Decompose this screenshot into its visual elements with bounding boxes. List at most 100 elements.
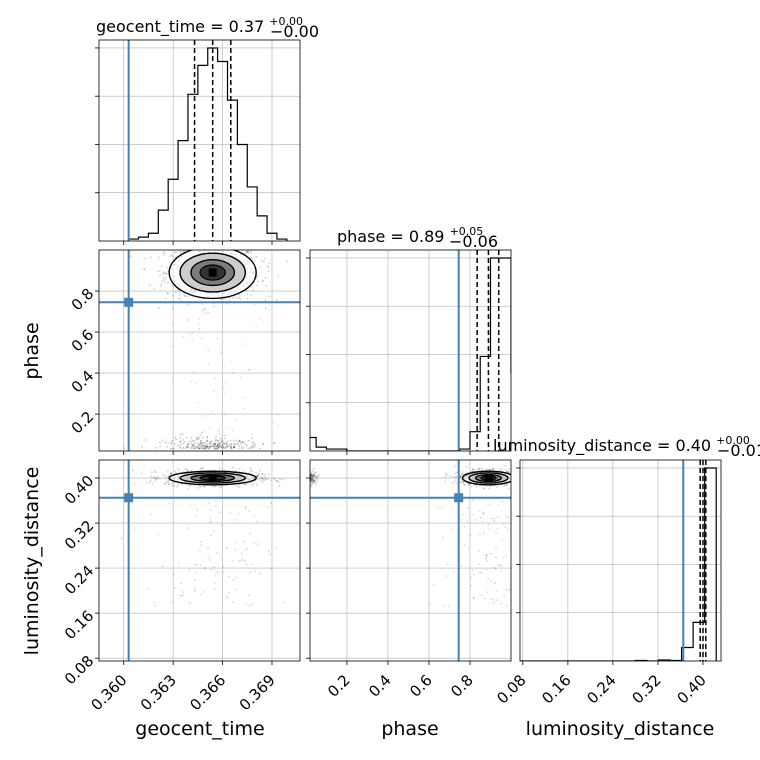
sample-point-tail	[222, 565, 225, 568]
sample-point-mode2	[312, 470, 314, 473]
sample-point-mode2	[217, 446, 220, 449]
sample-point	[227, 239, 229, 241]
sample-point-mode2	[216, 447, 219, 450]
sample-point	[162, 474, 165, 477]
sample-point-tail	[482, 512, 485, 515]
sample-point-mode2	[318, 474, 321, 476]
sample-point-mode2	[307, 480, 309, 482]
sample-point	[157, 475, 160, 478]
sample-point-mode2	[223, 434, 226, 437]
sample-point	[247, 251, 249, 254]
sample-point	[149, 284, 152, 287]
sample-point	[164, 483, 167, 485]
sample-point	[199, 468, 202, 470]
sample-point	[462, 480, 465, 483]
sample-point-mode2	[187, 442, 190, 445]
sample-point-mode2	[206, 440, 209, 443]
sample-point	[276, 480, 279, 482]
sample-point	[211, 485, 214, 488]
sample-point	[514, 476, 516, 478]
sample-point-mode2	[217, 446, 220, 449]
sample-point-mode2	[216, 442, 219, 445]
sample-point-mode2	[308, 478, 310, 480]
sample-point-tail	[220, 524, 223, 527]
sample-point-tail	[182, 591, 185, 593]
sample-point-mode2	[315, 483, 317, 485]
sample-point-mode2	[219, 439, 222, 442]
sample-point	[160, 265, 163, 268]
sample-point-mode2	[254, 443, 256, 446]
sample-point	[524, 477, 526, 479]
sample-point	[503, 484, 506, 486]
sample-point-tail	[256, 543, 259, 546]
sample-point	[268, 262, 271, 265]
sample-point	[207, 247, 209, 249]
sample-point-mode2	[204, 448, 207, 450]
sample-point-tail	[213, 566, 216, 568]
sample-point-tail	[168, 502, 171, 505]
sample-point-mode2	[229, 446, 232, 449]
sample-point-mode2	[206, 445, 209, 447]
sample-point-tail	[505, 604, 508, 607]
sample-point-mode2	[215, 439, 218, 442]
sample-point	[186, 295, 189, 298]
sample-point-mode2	[235, 439, 238, 442]
sample-point	[173, 482, 175, 485]
sample-point-tail	[251, 433, 254, 436]
sample-point	[245, 243, 247, 245]
sample-point-mode2	[215, 445, 218, 448]
sample-point	[472, 483, 475, 486]
sample-point	[154, 471, 157, 474]
sample-point	[198, 327, 201, 330]
sample-point	[243, 483, 246, 486]
sample-point	[170, 482, 173, 485]
sample-point-tail	[487, 577, 489, 580]
sample-point-mode2	[312, 480, 315, 483]
sample-point-tail	[191, 338, 194, 340]
sample-point	[164, 481, 166, 484]
sample-point-mode2	[311, 482, 314, 485]
sample-point-mode2	[167, 441, 169, 444]
panel-frame-2-0	[98, 459, 301, 662]
sample-point	[219, 237, 221, 239]
sample-point-tail	[193, 589, 196, 592]
sample-point-mode2	[197, 447, 200, 449]
sample-point-mode2	[214, 447, 217, 450]
sample-point	[508, 487, 510, 490]
sample-point-mode2	[193, 439, 196, 442]
sample-point	[175, 251, 178, 253]
sample-point-tail	[190, 380, 193, 383]
sample-point-mode2	[226, 445, 229, 448]
sample-point	[264, 277, 267, 279]
sample-point-tail	[469, 534, 472, 537]
sample-point-mode2	[189, 440, 191, 443]
sample-point	[486, 468, 489, 471]
sample-point-tail	[264, 299, 266, 302]
sample-point	[157, 270, 160, 273]
y-tick-label-phase-0: 0.2	[68, 408, 98, 438]
sample-point-mode2	[216, 444, 219, 447]
sample-point-tail	[503, 595, 505, 597]
sample-point-tail	[203, 430, 206, 433]
sample-point	[169, 472, 172, 475]
sample-point	[167, 292, 169, 295]
sample-point	[250, 468, 252, 471]
sample-point-tail	[219, 511, 222, 514]
sample-point	[264, 307, 267, 310]
sample-point	[503, 484, 506, 487]
scatter-group-1-0	[99, 237, 300, 451]
sample-point-mode2	[232, 446, 235, 449]
sample-point	[262, 479, 265, 482]
sample-point-mode2	[312, 475, 314, 478]
sample-point-mode2	[200, 445, 203, 448]
sample-point-mode2	[212, 443, 215, 445]
sample-point-mode2	[186, 446, 189, 449]
sample-point	[200, 245, 202, 247]
sample-point-mode2	[310, 474, 313, 477]
sample-point-mode2	[193, 442, 196, 445]
sample-point-tail	[224, 381, 227, 384]
sample-point-tail	[207, 362, 210, 365]
sample-point	[265, 284, 268, 287]
sample-point-mode2	[220, 437, 222, 440]
sample-point-mode2	[211, 445, 213, 448]
